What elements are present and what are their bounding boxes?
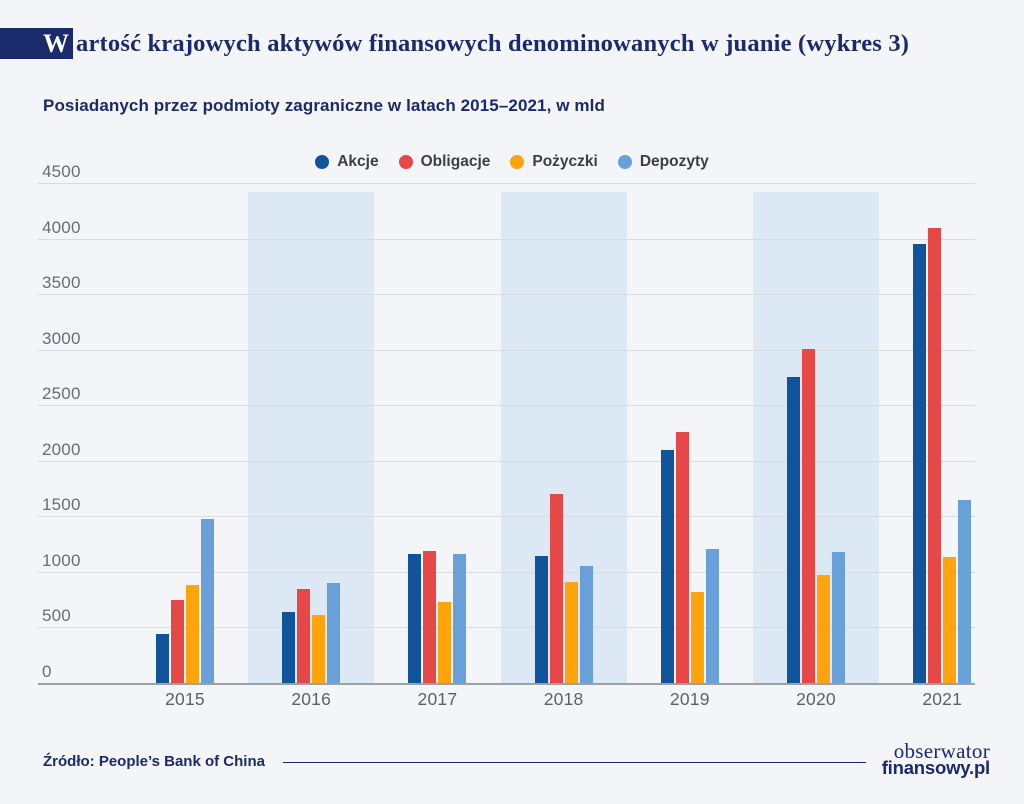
- gridline-500: [38, 627, 975, 629]
- legend-dot-obligacje-icon: [398, 155, 413, 169]
- bar-obligacje-2015: [171, 599, 184, 683]
- x-axis-label-2020: 2020: [796, 689, 836, 709]
- bar-depozyty-2015: [201, 519, 214, 683]
- legend-label-pożyczki: Pożyczki: [532, 153, 598, 170]
- y-tick-label-1500: 1500: [42, 495, 81, 515]
- y-tick-label-4500: 4500: [42, 162, 81, 181]
- bar-pożyczki-2017: [438, 602, 452, 683]
- legend-label-akcje: Akcje: [337, 153, 379, 170]
- bar-akcje-2020: [787, 376, 800, 683]
- gridline-2500: [38, 405, 975, 407]
- bar-pożyczki-2015: [186, 584, 199, 683]
- bar-obligacje-2017: [423, 550, 437, 683]
- y-tick-label-0: 0: [42, 662, 52, 681]
- bar-akcje-2018: [534, 555, 548, 683]
- legend-dot-depozyty-icon: [617, 155, 632, 169]
- x-axis-label-2019: 2019: [669, 689, 710, 709]
- x-axis-label-2015: 2015: [165, 689, 205, 709]
- highlight-band-2018: [500, 192, 627, 683]
- gridline-3000: [38, 349, 975, 351]
- y-tick-label-1000: 1000: [42, 550, 81, 570]
- bar-pożyczki-2019: [690, 592, 704, 683]
- bar-akcje-2021: [913, 244, 927, 683]
- bar-obligacje-2016: [297, 589, 311, 683]
- footer-divider: [283, 762, 866, 763]
- y-tick-label-4000: 4000: [42, 217, 81, 237]
- y-tick-label-3500: 3500: [42, 273, 81, 293]
- bar-pożyczki-2021: [943, 557, 957, 683]
- bar-depozyty-2020: [832, 551, 845, 683]
- chart-subtitle: Posiadanych przez podmioty zagraniczne w…: [43, 96, 605, 115]
- legend-item-obligacje: Obligacje: [398, 153, 491, 171]
- legend-dot-akcje-icon: [315, 155, 330, 169]
- x-axis-label-2021: 2021: [922, 689, 963, 709]
- gridline-4000: [38, 238, 975, 240]
- legend-label-depozyty: Depozyty: [639, 153, 709, 170]
- y-tick-label-500: 500: [42, 606, 71, 626]
- highlight-band-2020: [752, 192, 880, 683]
- bar-akcje-2015: [156, 634, 169, 683]
- bar-depozyty-2016: [327, 583, 341, 683]
- source-note: Źródło: People’s Bank of China: [43, 753, 265, 770]
- gridline-0: [38, 683, 975, 685]
- bar-depozyty-2019: [705, 548, 719, 683]
- x-axis-label-2018: 2018: [543, 689, 584, 709]
- y-tick-label-3000: 3000: [42, 328, 81, 348]
- legend-dot-pożyczki-icon: [510, 155, 525, 169]
- bar-depozyty-2017: [453, 553, 467, 683]
- bar-obligacje-2019: [675, 431, 689, 683]
- bar-depozyty-2018: [579, 565, 593, 683]
- bar-akcje-2016: [282, 612, 296, 683]
- bar-obligacje-2018: [549, 494, 563, 683]
- logo-text-finansowy: finansowy.pl: [881, 757, 990, 778]
- x-axis-label-2017: 2017: [417, 689, 458, 709]
- bar-akcje-2019: [660, 450, 674, 683]
- logo-text-obserwator: obserwator: [893, 739, 990, 763]
- y-tick-label-2000: 2000: [42, 439, 81, 459]
- obserwator-finansowy-logo: obserwator finansowy.pl: [830, 741, 990, 778]
- highlight-band-2016: [248, 192, 375, 683]
- page-title-text: artość krajowych aktywów finansowych den…: [76, 30, 910, 57]
- y-tick-label-2500: 2500: [42, 384, 81, 404]
- legend-item-pożyczki: Pożyczki: [510, 153, 598, 171]
- bar-pożyczki-2016: [312, 615, 326, 683]
- gridline-1500: [38, 516, 975, 518]
- bar-pożyczki-2020: [817, 575, 830, 683]
- chart-legend: Akcje Obligacje Pożyczki Depozyty: [0, 151, 1024, 173]
- gridline-3500: [38, 294, 975, 296]
- bar-obligacje-2020: [802, 348, 815, 683]
- bar-depozyty-2021: [958, 499, 972, 683]
- legend-item-depozyty: Depozyty: [617, 153, 709, 171]
- bar-obligacje-2021: [928, 228, 942, 683]
- legend-label-obligacje: Obligacje: [420, 153, 491, 170]
- x-axis-label-2016: 2016: [291, 689, 332, 709]
- bar-pożyczki-2018: [564, 581, 578, 683]
- gridline-2000: [38, 460, 975, 462]
- title-highlight-box: W: [0, 28, 73, 59]
- bar-akcje-2017: [408, 553, 422, 683]
- legend-item-akcje: Akcje: [315, 153, 379, 171]
- gridline-4500: [38, 183, 975, 184]
- gridline-1000: [38, 571, 975, 573]
